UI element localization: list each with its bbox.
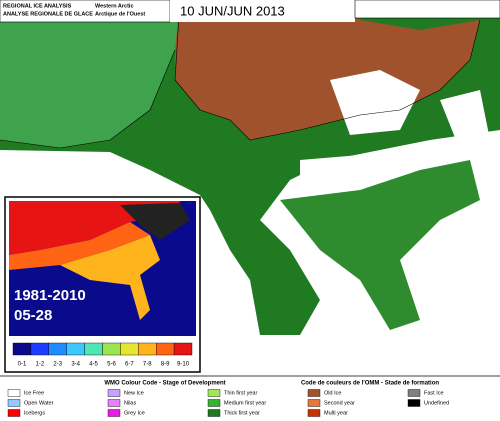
land (300, 155, 400, 190)
legend-label: Ice Free (24, 390, 44, 396)
legend-swatch (7, 389, 21, 397)
legend-swatch (207, 409, 221, 417)
legend-swatch (307, 389, 321, 397)
legend-swatch (107, 399, 121, 407)
legend-label: Multi year (324, 410, 348, 416)
legend-label: Fast Ice (424, 390, 444, 396)
legend-label: Second year (324, 400, 355, 406)
legend-label: Open Water (24, 400, 54, 406)
legend-swatch (7, 399, 21, 407)
legend-label: New Ice (124, 390, 144, 396)
inset-date: 05-28 (14, 307, 52, 324)
colorbar-cell (48, 342, 67, 356)
land (330, 70, 420, 135)
legend-swatch (207, 399, 221, 407)
inset-land (120, 203, 190, 240)
date-box (170, 0, 355, 22)
colorbar-label: 7-8 (143, 362, 152, 368)
title-en: REGIONAL ICE ANALYSIS (3, 3, 72, 9)
legend-swatch (207, 389, 221, 397)
colorbar-cell (84, 342, 103, 356)
colorbar-cell (102, 342, 121, 356)
legend-swatch (307, 399, 321, 407)
boundary (0, 49, 176, 149)
legend-swatch (407, 389, 421, 397)
colorbar: 0-1 1-2 2-3 3-4 4-5 5-6 6-7 7-8 8-9 9-10 (12, 342, 193, 368)
land (440, 90, 490, 150)
inset-ice (60, 235, 160, 320)
legend-title-en: WMO Colour Code - Stage of Development (104, 381, 225, 387)
colorbar-cell (66, 342, 85, 356)
colorbar-label: 1-2 (36, 362, 45, 368)
legend-title-fr: Code de couleurs de l'OMM - Stade de for… (301, 381, 439, 387)
region-fr: Arctique de l'Ouest (95, 11, 145, 17)
legend-label: Thick first year (224, 410, 260, 416)
legend-label: Old Ice (324, 390, 341, 396)
chart-date: 10 JUN/JUN 2013 (180, 3, 285, 18)
legend-label: Medium first year (224, 400, 266, 406)
colorbar-cell (138, 342, 157, 356)
medium-first-year-ice (0, 0, 185, 148)
agency-box (354, 0, 500, 19)
colorbar-label: 6-7 (125, 362, 134, 368)
region-en: Western Arctic (95, 3, 134, 9)
legend-swatch (407, 399, 421, 407)
legend-label: Nilas (124, 400, 136, 406)
inset: 1981-2010 05-28 0-1 1-2 2-3 3-4 4-5 5-6 6-7 7-8… (4, 196, 201, 373)
legend-label: Grey Ice (124, 410, 145, 416)
colorbar-cell (12, 342, 32, 356)
title-fr: ANALYSE REGIONALE DE GLACE (3, 11, 93, 17)
legend-label: Thin first year (224, 390, 257, 396)
colorbar-label: 5-6 (107, 362, 116, 368)
legend-swatch (107, 409, 121, 417)
colorbar-label: 4-5 (89, 362, 98, 368)
colorbar-label: 8-9 (161, 362, 170, 368)
legend-label: Icebergs (24, 410, 45, 416)
colorbar-label: 2-3 (53, 362, 62, 368)
thick-first-year-ice (280, 160, 480, 330)
land (0, 150, 200, 195)
boundary (174, 0, 481, 141)
map (0, 0, 500, 335)
colorbar-label: 0-1 (18, 362, 27, 368)
legend-swatch (7, 409, 21, 417)
colorbar-cell (120, 342, 139, 356)
colorbar-label: 3-4 (71, 362, 80, 368)
inset-period: 1981-2010 (14, 287, 86, 304)
colorbar-label: 9-10 (177, 362, 190, 368)
colorbar-cell (173, 342, 193, 356)
legend-label: Undefined (424, 400, 449, 406)
legend-swatch (107, 389, 121, 397)
inset-ice (9, 222, 150, 270)
legend: Ice Free Open Water Icebergs New Ice Nilas Gr… (7, 389, 449, 417)
colorbar-cell (30, 342, 49, 356)
legend-swatch (307, 409, 321, 417)
colorbar-cell (155, 342, 175, 356)
